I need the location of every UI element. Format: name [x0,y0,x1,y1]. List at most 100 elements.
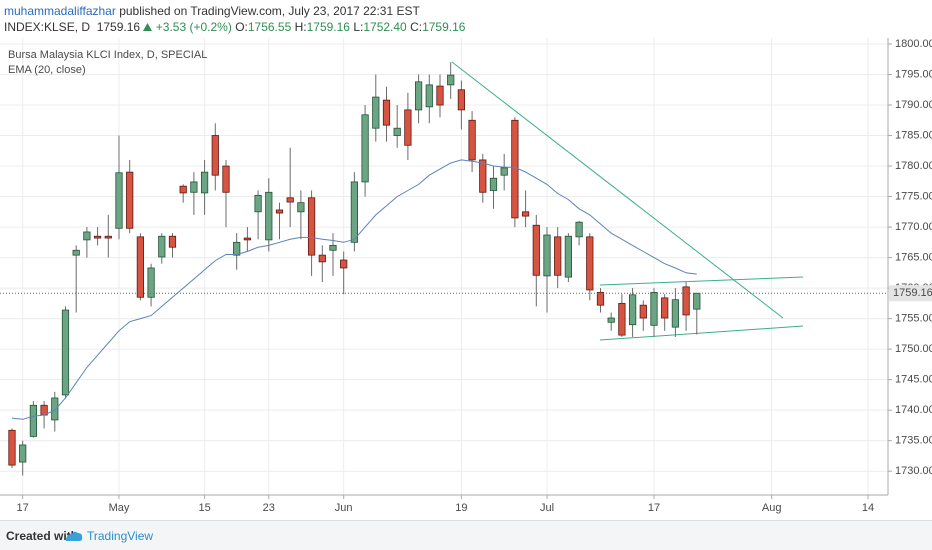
candle-body [286,197,294,203]
low-value: 1752.40 [363,20,407,34]
candle-body [307,197,316,256]
x-tick-label: 15 [198,502,210,514]
x-tick-label: 14 [862,502,874,514]
y-tick-label: 1770.00 [895,221,932,233]
y-tick-label: 1785.00 [895,129,932,141]
candle-body [126,171,134,229]
candle-body [661,297,669,319]
x-tick-label: 19 [455,502,467,514]
high-label: H: [294,20,307,34]
x-tick-label: Aug [762,502,782,514]
open-label: O: [235,20,248,34]
grid [0,38,888,495]
candle-body [19,444,27,463]
y-tick-label: 1735.00 [895,435,932,447]
change: +3.53 (+0.2%) [155,20,232,34]
low-label: L: [353,20,364,34]
candle-body [628,294,637,326]
last-price-box [889,285,932,302]
axes: 1730.00 1735.00 1740.00 1745.00 1750.00 1755.… [17,38,932,514]
y-tick-label: 1795.00 [895,68,932,80]
y-tick-label: 1790.00 [895,99,932,111]
candle-body [521,211,530,217]
open-value: 1756.55 [247,20,292,34]
candle-body [425,84,433,108]
y-tick-label: 1800.00 [895,38,932,50]
last-price-label: 1759.16 [893,287,932,299]
candle-body [297,202,305,213]
candle-body [104,235,112,239]
footer: Created with TradingView [0,520,932,550]
candle-body [233,241,241,256]
candle-body [393,127,401,136]
candle-body [596,291,605,306]
candle-body [500,167,508,176]
ohlc-line: INDEX:KLSE, D 1759.16 +3.53 (+0.2%) O:17… [4,20,465,34]
candle-body [639,304,647,319]
x-tick-label: 17 [17,502,29,514]
y-tick-label: 1750.00 [895,343,932,355]
candle-body [618,302,626,336]
candle-body [511,119,519,219]
candle-body [682,286,690,316]
candle-body [200,171,209,194]
candle-body [586,236,594,291]
candle-body [93,235,102,239]
chart: Bursa Malaysia KLCI Index, D, SPECIAL EM… [0,38,932,514]
up-arrow [143,23,153,31]
candle-body [671,299,679,328]
y-tick-label: 1745.00 [895,374,932,386]
candle-body [532,224,540,276]
candle-body [554,236,562,276]
candle-body [564,235,572,278]
candle-body [693,292,701,310]
candle-body [404,109,412,146]
x-tick-label: 23 [263,502,275,514]
candle-body [468,119,476,161]
y-tick-label: 1730.00 [895,465,932,477]
candle-body [190,181,198,193]
legend-symbol: Bursa Malaysia KLCI Index, D, SPECIAL [8,49,207,61]
candle-body [350,181,358,243]
candle-body [479,159,487,193]
candle-body [575,221,583,238]
candle-body [29,404,37,437]
candle-body [115,172,123,229]
candle-body [650,291,658,326]
candle-body [457,89,465,111]
candle-body [607,317,615,323]
x-tick-label: Jun [335,502,353,514]
y-tick-label: 1780.00 [895,160,932,172]
candle-body [436,85,444,106]
candle-body [136,236,144,298]
candle-body [382,99,391,126]
candle-body [147,267,155,298]
close-label: C: [410,20,423,34]
candle-body [414,81,423,111]
candle-body [543,234,551,277]
channel-top [599,276,804,286]
high-value: 1759.16 [306,20,350,34]
candle-body [8,429,16,466]
candle-body [329,244,337,251]
candle-body [275,209,284,214]
brand[interactable]: TradingView [87,529,154,543]
y-tick-label: 1775.00 [895,190,932,202]
candle-body [72,249,80,256]
last: 1759.16 [96,20,141,34]
close-value: 1759.16 [422,20,466,34]
channel-bottom [599,325,804,341]
candle-body [83,231,91,241]
drawings [451,61,804,341]
author[interactable]: muhammadaliffazhar [4,4,116,18]
x-tick-label: 17 [648,502,660,514]
candle-body [51,397,59,421]
candle-body [211,135,219,176]
candle-body [265,191,273,241]
candles [0,62,888,476]
symbol: INDEX:KLSE, D [4,20,91,34]
candle-body [179,185,187,194]
candle-body [340,259,348,269]
candle-body [361,114,369,183]
